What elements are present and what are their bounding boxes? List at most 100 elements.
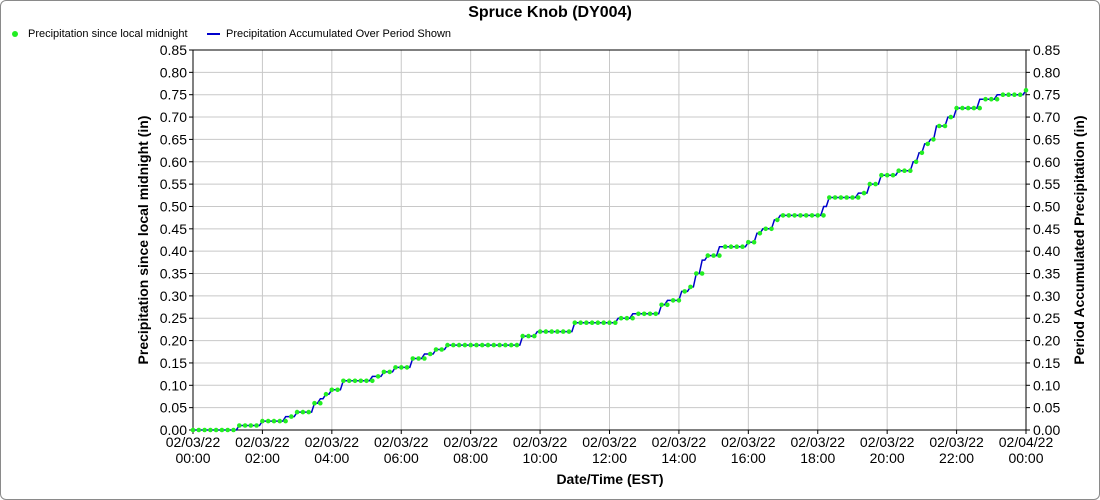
y-tick-label-left: 0.70: [160, 109, 187, 125]
series-marker-point: [219, 427, 225, 433]
series-marker-point: [734, 244, 740, 249]
series-marker-point: [1012, 92, 1017, 97]
series-marker-point: [815, 213, 821, 218]
series-marker-point: [468, 342, 474, 348]
y-tick-label-right: 0.50: [1033, 198, 1060, 214]
series-marker-point: [757, 231, 763, 236]
series-marker-point: [1023, 87, 1029, 93]
series-marker-point: [699, 271, 705, 276]
series-marker-point: [647, 311, 653, 317]
series-marker-point: [364, 378, 369, 384]
series-marker-point: [260, 418, 265, 424]
series-marker-point: [520, 333, 525, 339]
y-tick-label-left: 0.35: [160, 266, 187, 282]
series-marker-point: [844, 195, 849, 200]
series-marker-point: [925, 141, 930, 147]
series-marker-point: [821, 213, 826, 218]
y-tick-label-right: 0.05: [1033, 400, 1060, 416]
legend-marker-icon: [12, 31, 18, 37]
series-marker-point: [584, 320, 589, 326]
x-tick-label-time: 22:00: [939, 450, 974, 466]
y-tick-label-right: 0.40: [1033, 243, 1060, 259]
y-tick-label-right: 0.75: [1033, 87, 1060, 103]
series-marker-point: [740, 244, 745, 249]
x-tick-label-time: 16:00: [731, 450, 766, 466]
series-marker-point: [711, 253, 716, 258]
series-marker-point: [624, 315, 630, 321]
legend-item-markers: Precipitation since local midnight: [12, 28, 188, 40]
series-marker-point: [595, 320, 601, 326]
series-marker-point: [508, 342, 514, 348]
series-marker-point: [601, 320, 606, 326]
series-marker-point: [890, 172, 896, 178]
series-marker-point: [913, 159, 919, 165]
series-marker-point: [798, 213, 803, 218]
x-tick-label-date: 02/03/22: [166, 434, 221, 450]
series-marker-point: [670, 298, 676, 303]
x-tick-label-date: 02/03/22: [513, 434, 568, 450]
series-marker-point: [931, 137, 936, 142]
y-tick-label-left: 0.00: [160, 422, 187, 438]
y-tick-label-left: 0.30: [160, 288, 187, 304]
legend-label-line: Precipitation Accumulated Over Period Sh…: [226, 28, 452, 40]
series-marker-point: [919, 150, 925, 156]
series-marker-point: [688, 284, 693, 290]
series-marker-point: [983, 96, 988, 102]
series-marker-point: [751, 239, 757, 245]
series-marker-point: [803, 213, 809, 218]
series-marker-point: [277, 418, 283, 424]
series-marker-point: [202, 427, 207, 433]
plot-border: [192, 49, 1027, 431]
series-marker-point: [289, 414, 294, 419]
series-marker-point: [971, 105, 977, 111]
series-marker-point: [613, 320, 618, 326]
series-marker-point: [485, 342, 491, 348]
series-marker-point: [566, 329, 572, 334]
series-marker-point: [346, 378, 352, 384]
y-tick-label-right: 0.55: [1033, 176, 1060, 192]
series-marker-point: [294, 409, 300, 415]
series-marker-point: [549, 329, 554, 334]
series-marker-point: [705, 253, 711, 258]
series-marker-point: [948, 114, 954, 120]
x-tick-label-date: 02/03/22: [582, 434, 637, 450]
series-marker-point: [960, 105, 965, 111]
series-marker-point: [775, 217, 780, 223]
series-marker-point: [792, 213, 797, 218]
series-marker-point: [977, 105, 982, 111]
y-tick-label-left: 0.25: [160, 310, 187, 326]
series-marker-point: [410, 356, 416, 361]
series-marker-point: [237, 423, 242, 428]
y-tick-label-right: 0.80: [1033, 64, 1060, 80]
series-marker-point: [850, 195, 855, 200]
series-marker-point: [323, 391, 329, 397]
series-marker-point: [416, 356, 421, 361]
series-marker-point: [832, 195, 838, 200]
series-marker-point: [942, 123, 948, 129]
legend-item-line: Precipitation Accumulated Over Period Sh…: [207, 28, 451, 40]
series-marker-point: [809, 213, 815, 218]
series-marker-point: [838, 195, 844, 200]
y-tick-label-left: 0.45: [160, 221, 187, 237]
y-tick-label-right: 0.60: [1033, 154, 1060, 170]
legend-label-markers: Precipitation since local midnight: [28, 28, 188, 40]
y-tick-label-left: 0.05: [160, 400, 187, 416]
series-marker-point: [896, 168, 901, 173]
x-tick-label-date: 02/03/22: [929, 434, 984, 450]
series-marker-point: [589, 320, 595, 326]
series-marker-point: [456, 342, 462, 348]
x-tick-label-time: 18:00: [800, 450, 835, 466]
series-marker-point: [578, 320, 583, 326]
series-marker-point: [306, 409, 312, 415]
series-marker-point: [265, 418, 271, 424]
series-marker-point: [908, 168, 913, 173]
series-marker-point: [497, 342, 502, 348]
series-marker-point: [769, 226, 774, 232]
series-marker-point: [936, 123, 942, 129]
series-marker-point: [300, 409, 306, 415]
y-tick-label-left: 0.80: [160, 64, 187, 80]
series-marker-point: [439, 347, 445, 352]
series-marker-point: [213, 427, 219, 433]
series-marker-point: [318, 400, 323, 406]
